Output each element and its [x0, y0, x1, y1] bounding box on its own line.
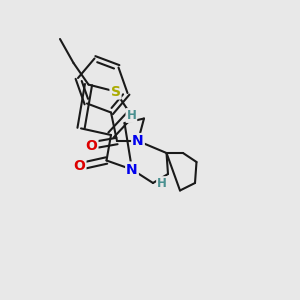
Text: S: S: [110, 85, 121, 98]
Text: O: O: [85, 139, 98, 152]
Text: H: H: [157, 177, 167, 190]
Text: O: O: [74, 160, 86, 173]
Text: H: H: [127, 109, 136, 122]
Text: N: N: [132, 134, 144, 148]
Text: N: N: [126, 163, 138, 176]
